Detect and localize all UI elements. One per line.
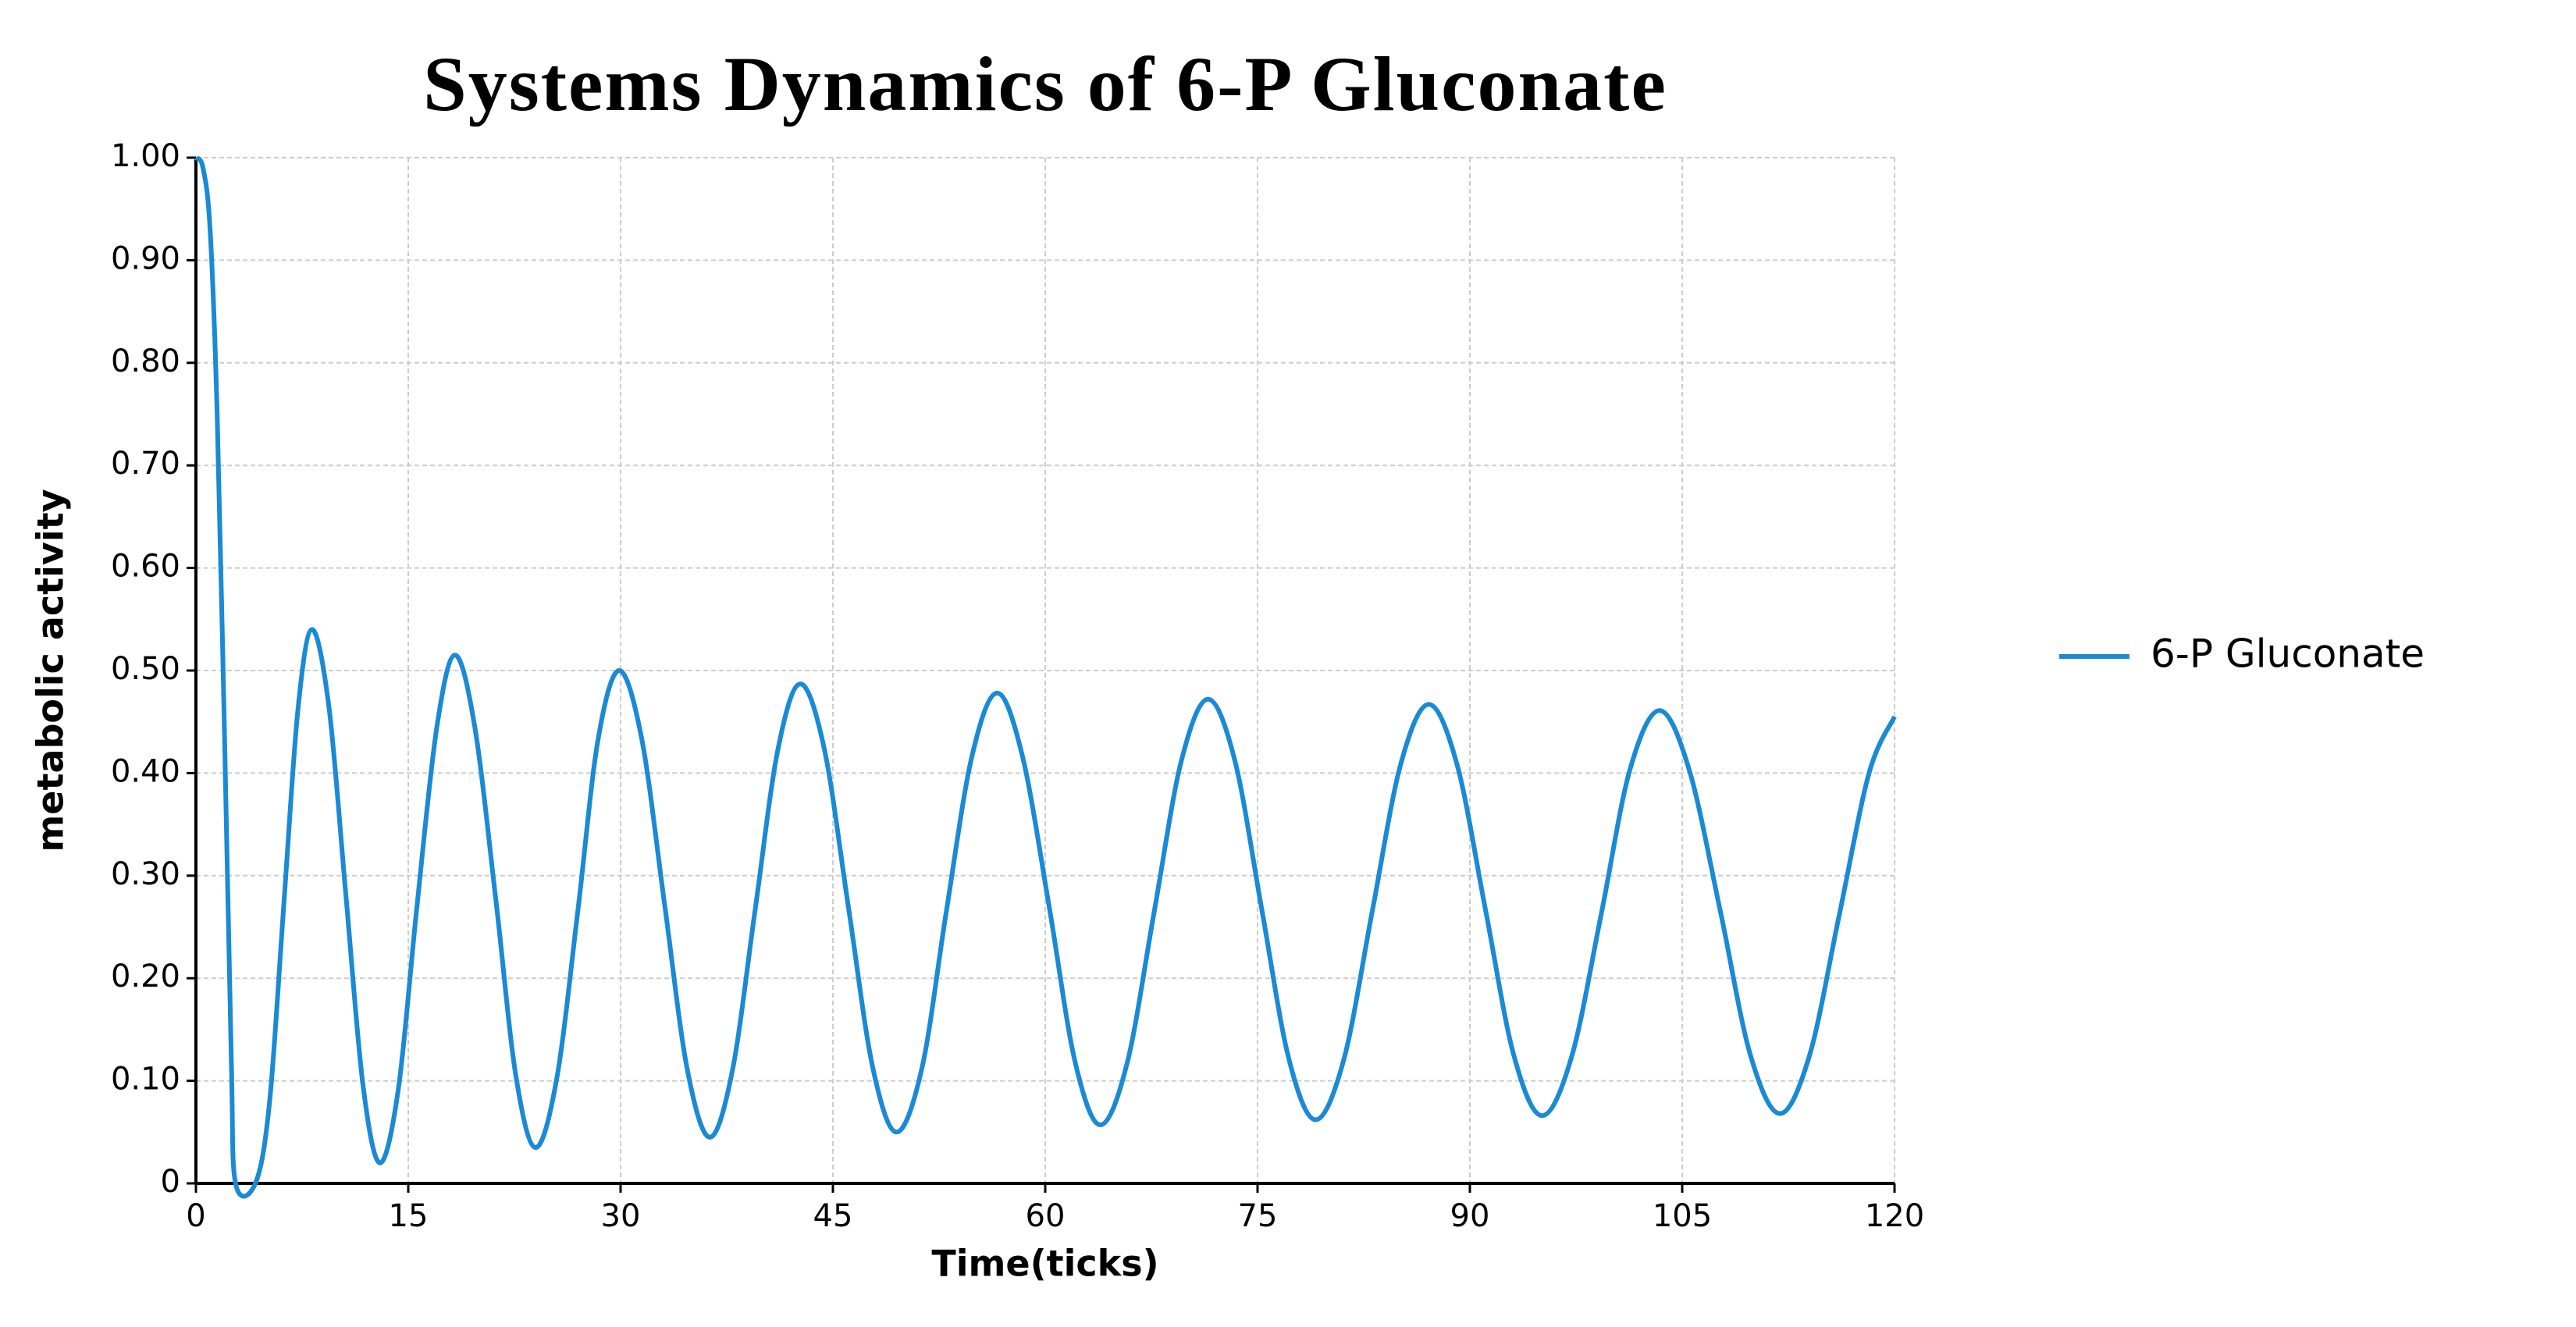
x-tick-label: 30 [601,1198,641,1234]
y-tick-label: 0.60 [111,549,180,585]
y-axis-title: metabolic activity [30,489,72,852]
y-tick-label: 0.10 [111,1062,180,1098]
y-tick-label: 0.20 [111,959,180,994]
y-tick-label: 0 [161,1164,180,1200]
x-tick-label: 0 [186,1198,205,1234]
data-line [194,155,1897,1199]
y-tick-label: 0.70 [111,446,180,482]
x-tick-label: 60 [1026,1198,1066,1234]
x-tick-label: 45 [813,1198,853,1234]
y-tick-label: 0.80 [111,343,180,379]
y-tick-label: 0.40 [111,753,180,789]
y-tick-label: 0.90 [111,240,180,276]
legend-label: 6-P Gluconate [2151,631,2425,677]
x-tick-label: 90 [1450,1198,1490,1234]
y-tick-label: 0.50 [111,651,180,687]
x-tick-label: 15 [389,1198,429,1234]
x-tick-label: 105 [1653,1198,1712,1234]
y-tick-label: 0.30 [111,856,180,892]
x-tick-label: 120 [1865,1198,1924,1234]
x-axis-title: Time(ticks) [931,1243,1158,1285]
chart-title: Systems Dynamics of 6-P Gluconate [423,41,1667,127]
x-tick-label: 75 [1238,1198,1278,1234]
y-tick-label: 1.00 [111,138,180,174]
